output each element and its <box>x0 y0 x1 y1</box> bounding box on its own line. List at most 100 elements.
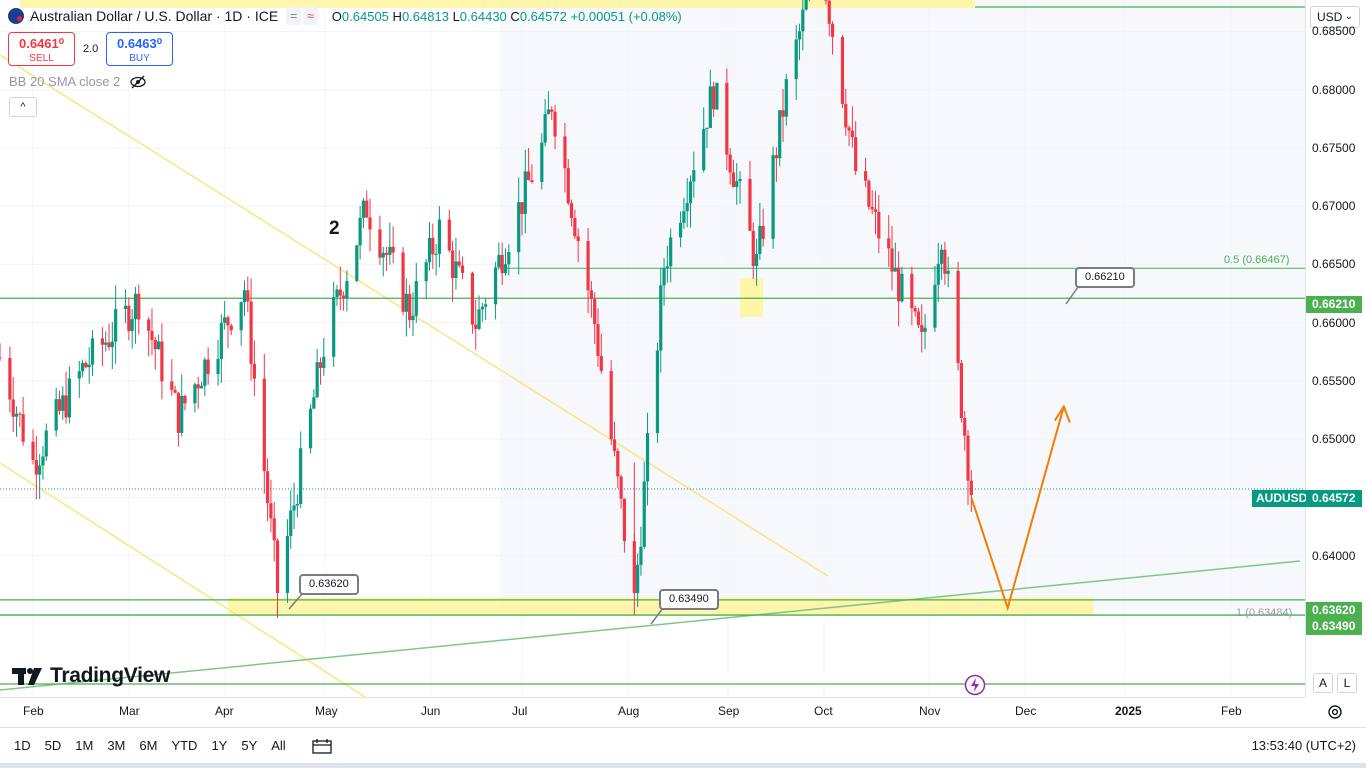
candle-body <box>655 350 660 434</box>
month-label: Dec <box>1015 704 1037 718</box>
candle-body <box>596 324 600 356</box>
candle-body <box>381 252 385 258</box>
currency-selector[interactable]: USD ⌄ <box>1310 6 1360 28</box>
candle-body <box>527 171 531 181</box>
buy-button[interactable]: 0.6463⁰ BUY <box>106 32 173 66</box>
candle-body <box>123 305 128 310</box>
log-scale-button[interactable]: L <box>1337 673 1357 693</box>
eye-hidden-icon[interactable] <box>130 75 146 89</box>
candle-body <box>8 358 12 400</box>
candle-body <box>715 82 719 110</box>
bottom-toolbar: 1D 5D 1M 3M 6M YTD 1Y 5Y All 13:53:40 (U… <box>0 727 1366 763</box>
status-strip <box>0 763 1366 768</box>
price-tick-label: 0.66000 <box>1312 315 1356 330</box>
candle-body <box>216 359 220 375</box>
candle-body <box>553 111 557 137</box>
candle-body <box>170 381 174 390</box>
range-1m-button[interactable]: 1M <box>75 738 94 753</box>
candle-body <box>437 219 442 254</box>
sell-button[interactable]: 0.6461⁰ SELL <box>8 32 75 66</box>
candle-body <box>705 127 709 129</box>
support2-price-label: 0.63490 <box>1306 618 1362 635</box>
low-label: L <box>452 8 460 24</box>
wave-icon[interactable]: ≈ <box>303 7 318 25</box>
candle-body <box>493 267 498 305</box>
lightning-event-icon[interactable] <box>964 674 986 696</box>
indicator-legend[interactable]: BB 20 SMA close 2 <box>9 74 146 89</box>
low2-callout[interactable]: 0.63490 <box>659 589 719 610</box>
candle-body <box>622 498 627 542</box>
buy-label: BUY <box>129 53 150 64</box>
range-1d-button[interactable]: 1D <box>14 738 31 753</box>
candle-body <box>355 245 359 281</box>
candle-body <box>517 202 521 253</box>
range-6m-button[interactable]: 6M <box>139 738 158 753</box>
candle-body <box>41 456 45 466</box>
candle-body <box>365 200 369 218</box>
tradingview-logo[interactable]: TradingView <box>12 664 170 688</box>
high-value: 0.64813 <box>401 8 449 24</box>
candle-body <box>781 110 785 117</box>
candle-body <box>38 465 42 475</box>
candle-body <box>90 338 95 365</box>
candle-body <box>593 298 597 325</box>
candle-body <box>11 399 15 417</box>
candle-body <box>827 0 831 24</box>
candle-body <box>44 430 48 457</box>
symbol-price-tag: AUDUSD <box>1252 490 1312 507</box>
close-label: C <box>510 8 520 24</box>
candle-body <box>14 413 19 417</box>
clock-time[interactable]: 13:53:40 (UTC+2) <box>1251 738 1356 753</box>
range-5y-button[interactable]: 5Y <box>241 738 258 753</box>
candle-body <box>226 317 230 326</box>
gear-icon[interactable] <box>1326 703 1344 721</box>
candle-body <box>599 355 603 371</box>
candle-body <box>758 225 762 254</box>
candle-body <box>460 265 465 273</box>
tradingview-logo-icon <box>12 668 42 685</box>
low1-callout[interactable]: 0.63620 <box>299 574 359 595</box>
candle-body <box>275 540 280 594</box>
candle-body <box>966 435 970 481</box>
candle-body <box>870 206 874 210</box>
candle-body <box>863 171 868 181</box>
candle-body <box>292 505 296 511</box>
equals-icon[interactable]: = <box>286 7 302 25</box>
candle-body <box>543 114 547 143</box>
candle-body <box>573 218 577 237</box>
projection-layer <box>970 404 1071 612</box>
range-ytd-button[interactable]: YTD <box>171 738 198 753</box>
auto-scale-button[interactable]: A <box>1313 673 1333 693</box>
candle-body <box>114 309 118 342</box>
symbol-title[interactable]: Australian Dollar / U.S. Dollar · 1D · I… <box>30 8 279 24</box>
candle-body <box>219 322 223 360</box>
callout-connector <box>650 607 664 625</box>
candle-body <box>206 359 210 375</box>
range-5d-button[interactable]: 5D <box>44 738 62 753</box>
time-axis[interactable] <box>0 697 1305 725</box>
range-1y-button[interactable]: 1Y <box>211 738 228 753</box>
candle-body <box>345 280 349 299</box>
date-range-icon[interactable] <box>312 738 332 754</box>
range-all-button[interactable]: All <box>271 738 286 753</box>
range-3m-button[interactable]: 3M <box>107 738 126 753</box>
collapse-legend-button[interactable]: ^ <box>9 97 37 117</box>
candle-body <box>669 237 673 267</box>
candle-body <box>784 79 788 117</box>
projection-path <box>970 406 1065 612</box>
candle-body <box>754 253 759 267</box>
candle-body <box>956 270 960 364</box>
resistance-callout[interactable]: 0.66210 <box>1075 267 1135 288</box>
month-label: Feb <box>23 704 44 718</box>
candle-body <box>897 267 901 302</box>
wave-count-label[interactable]: 2 <box>329 218 340 239</box>
candle-body <box>867 180 871 207</box>
candle-body <box>470 272 475 325</box>
candle-body <box>619 476 623 499</box>
price-scale[interactable] <box>1305 0 1366 697</box>
candle-body <box>378 229 382 258</box>
chart-canvas[interactable] <box>0 0 1305 697</box>
candle-body <box>778 110 782 159</box>
symbol-legend[interactable]: Australian Dollar / U.S. Dollar · 1D · I… <box>8 6 682 26</box>
sell-label: SELL <box>29 53 54 64</box>
